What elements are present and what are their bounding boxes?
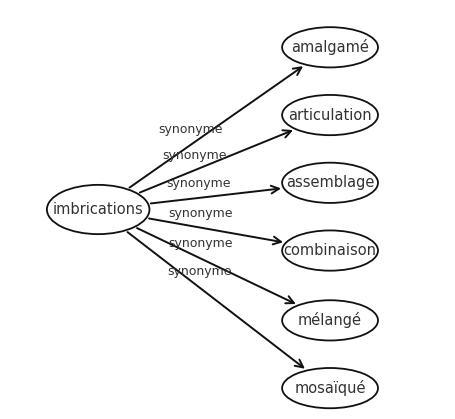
Text: assemblage: assemblage <box>286 175 374 190</box>
Text: mélangé: mélangé <box>298 313 362 328</box>
Text: synonyme: synonyme <box>168 237 233 250</box>
Ellipse shape <box>282 230 378 271</box>
Text: amalgamé: amalgamé <box>291 39 369 55</box>
FancyArrowPatch shape <box>151 186 279 204</box>
Ellipse shape <box>47 185 149 234</box>
Text: synonyme: synonyme <box>168 207 233 220</box>
FancyArrowPatch shape <box>137 228 294 303</box>
Text: combinaison: combinaison <box>283 243 377 258</box>
Text: synonyme: synonyme <box>162 149 227 162</box>
Ellipse shape <box>282 163 378 203</box>
FancyArrowPatch shape <box>149 218 281 244</box>
FancyArrowPatch shape <box>127 232 303 367</box>
Text: synonyme: synonyme <box>167 265 232 278</box>
Text: imbrications: imbrications <box>53 202 144 217</box>
Text: articulation: articulation <box>288 108 372 122</box>
Ellipse shape <box>282 27 378 67</box>
FancyArrowPatch shape <box>140 130 291 192</box>
FancyArrowPatch shape <box>130 67 301 188</box>
Ellipse shape <box>282 95 378 135</box>
Ellipse shape <box>282 300 378 341</box>
Text: mosaïqué: mosaïqué <box>294 380 366 396</box>
Ellipse shape <box>282 368 378 408</box>
Text: synonyme: synonyme <box>158 123 222 136</box>
Text: synonyme: synonyme <box>167 178 231 191</box>
